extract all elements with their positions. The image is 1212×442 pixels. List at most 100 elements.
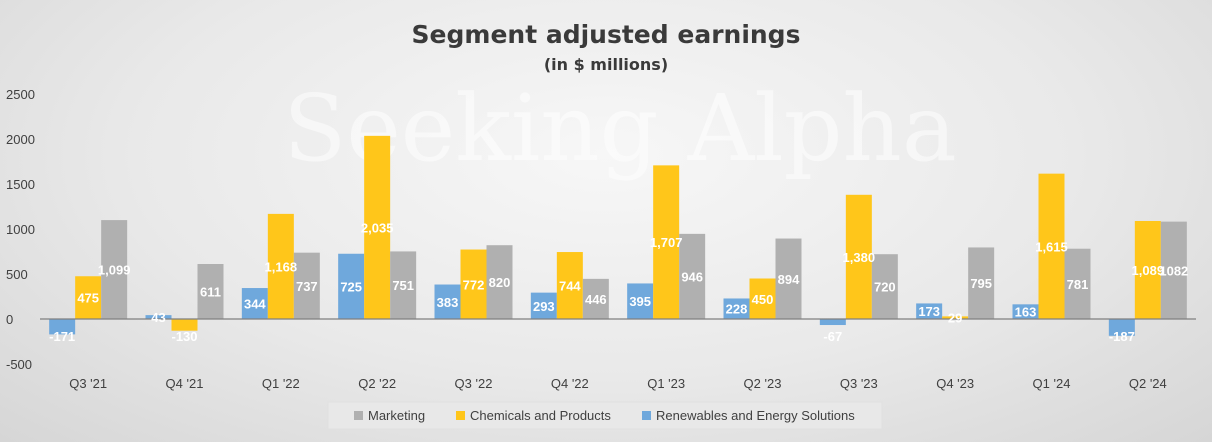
bar-renewables: [145, 315, 172, 319]
data-label-marketing: 751: [392, 278, 414, 293]
legend-label-marketing: Marketing: [368, 408, 425, 423]
data-label-chemicals: 475: [77, 291, 99, 306]
data-label-renewables: 395: [629, 294, 651, 309]
data-label-renewables: -67: [823, 329, 842, 344]
bar-chemicals: [267, 213, 294, 319]
bar-renewables: [723, 298, 750, 319]
data-label-marketing: 737: [296, 279, 318, 294]
data-label-chemicals: 1,089: [1132, 263, 1165, 278]
bar-marketing: [101, 220, 128, 319]
x-tick-label: Q4 '22: [551, 376, 589, 391]
bar-marketing: [197, 264, 224, 319]
bar-marketing: [1064, 248, 1091, 319]
data-label-renewables: 43: [151, 310, 165, 325]
legend-swatch-renewables: [642, 411, 651, 420]
y-tick-label: 1000: [6, 222, 35, 237]
y-tick-label: 0: [6, 312, 13, 327]
data-label-chemicals: 1,380: [843, 250, 876, 265]
data-label-renewables: 725: [340, 279, 362, 294]
bar-marketing: [390, 251, 417, 319]
data-label-chemicals: 1,168: [265, 259, 298, 274]
bars-group: [49, 135, 1187, 336]
bar-chemicals: [749, 278, 776, 319]
data-label-chemicals: 744: [559, 279, 581, 294]
bar-renewables: [1108, 319, 1135, 336]
x-tick-label: Q4 '21: [166, 376, 204, 391]
bar-renewables: [434, 284, 461, 319]
bar-renewables: [819, 319, 846, 326]
data-label-chemicals: 772: [463, 277, 485, 292]
legend-box: [327, 401, 883, 430]
bar-chemicals: [845, 194, 872, 319]
bar-chemicals: [556, 252, 583, 319]
bar-renewables: [1012, 304, 1039, 319]
data-label-renewables: 383: [437, 295, 459, 310]
legend-label-chemicals: Chemicals and Products: [470, 408, 611, 423]
x-tick-label: Q4 '23: [936, 376, 974, 391]
data-labels-group: -171 475 1,099 43 -130 611 344 1,168 737 725 2,035…: [49, 220, 1188, 344]
data-label-chemicals: -130: [171, 329, 197, 344]
bar-renewables: [49, 319, 76, 335]
bar-renewables: [338, 253, 365, 319]
data-label-chemicals: 1,707: [650, 235, 683, 250]
bar-chemicals: [460, 249, 487, 319]
data-label-marketing: 894: [778, 272, 800, 287]
data-label-renewables: 173: [918, 304, 940, 319]
bar-marketing: [1160, 221, 1187, 319]
chart-subtitle: (in $ millions): [544, 55, 668, 74]
bar-renewables: [241, 288, 268, 319]
data-label-renewables: -171: [49, 329, 75, 344]
x-tick-label: Q2 '22: [358, 376, 396, 391]
data-label-marketing: 1082: [1159, 263, 1188, 278]
y-tick-label: 2500: [6, 87, 35, 102]
legend-label-renewables: Renewables and Energy Solutions: [656, 408, 855, 423]
data-label-marketing: 1,099: [98, 263, 131, 278]
y-tick-label: 2000: [6, 132, 35, 147]
bar-marketing: [775, 238, 802, 319]
y-tick-label: -500: [6, 357, 32, 372]
bar-chemicals: [1038, 173, 1065, 319]
y-tick-label: 500: [6, 267, 28, 282]
x-axis: Q3 '21 Q4 '21 Q1 '22 Q2 '22 Q3 '22 Q4 '22 Q1 '…: [69, 376, 1167, 391]
y-tick-label: 1500: [6, 177, 35, 192]
data-label-chemicals: 450: [752, 292, 774, 307]
bar-chemicals: [653, 165, 680, 319]
data-label-marketing: 720: [874, 280, 896, 295]
bar-marketing: [293, 252, 320, 319]
x-tick-label: Q1 '22: [262, 376, 300, 391]
x-tick-label: Q2 '24: [1129, 376, 1167, 391]
data-label-chemicals: 29: [948, 311, 962, 326]
data-label-chemicals: 1,615: [1035, 239, 1068, 254]
data-label-renewables: -187: [1109, 329, 1135, 344]
bar-chemicals: [364, 135, 391, 319]
watermark-text: Seeking Alpha: [283, 75, 956, 182]
legend: Marketing Chemicals and Products Renewab…: [327, 401, 883, 430]
data-label-marketing: 820: [489, 275, 511, 290]
bar-chemicals: [171, 319, 198, 331]
bar-chemicals: [75, 276, 102, 319]
data-label-chemicals: 2,035: [361, 220, 394, 235]
data-label-renewables: 344: [244, 297, 266, 312]
x-tick-label: Q2 '23: [744, 376, 782, 391]
legend-swatch-chemicals: [456, 411, 465, 420]
x-tick-label: Q1 '23: [647, 376, 685, 391]
legend-swatch-marketing: [354, 411, 363, 420]
x-tick-label: Q1 '24: [1033, 376, 1071, 391]
data-label-marketing: 946: [681, 269, 703, 284]
x-tick-label: Q3 '22: [455, 376, 493, 391]
data-label-marketing: 446: [585, 292, 607, 307]
bar-marketing: [871, 254, 898, 319]
data-label-marketing: 781: [1067, 277, 1089, 292]
bar-renewables: [627, 283, 654, 319]
data-label-marketing: 795: [970, 276, 992, 291]
x-tick-label: Q3 '23: [840, 376, 878, 391]
data-label-renewables: 228: [726, 302, 748, 317]
bar-marketing: [679, 233, 706, 319]
bar-chemicals: [1134, 220, 1161, 319]
y-axis: -500 0 500 1000 1500 2000 2500: [6, 87, 35, 372]
data-label-renewables: 293: [533, 299, 555, 314]
bar-renewables: [530, 292, 557, 319]
bar-marketing: [968, 247, 995, 319]
bar-marketing: [582, 278, 609, 319]
